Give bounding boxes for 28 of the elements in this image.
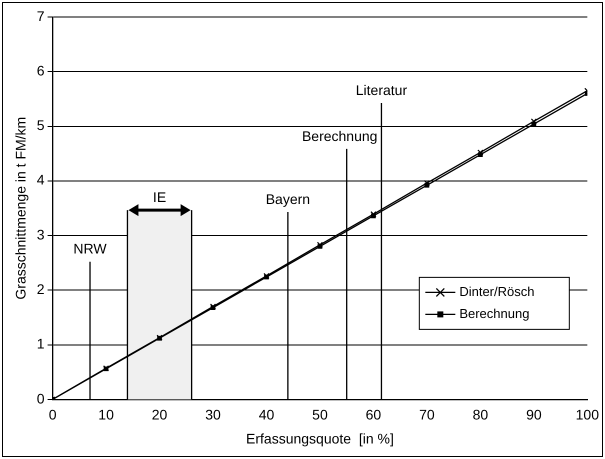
x-tick-label: 60 — [366, 406, 382, 423]
y-tick-label: 5 — [36, 117, 45, 134]
x-tick-label: 30 — [205, 406, 222, 423]
legend-label: Berechnung — [459, 306, 530, 321]
x-axis-title: Erfassungsquote [in %] — [246, 430, 394, 446]
y-axis-title: Grasschnittmenge in t FM/km — [12, 116, 28, 300]
ref-line-label: Bayern — [266, 190, 310, 207]
band-label: IE — [152, 188, 166, 205]
x-tick-label: 20 — [152, 406, 168, 423]
x-tick-label: 40 — [258, 406, 274, 423]
x-tick-label: 80 — [472, 406, 488, 423]
ref-line-label: Literatur — [356, 82, 408, 98]
x-tick-label: 100 — [576, 406, 600, 423]
y-tick-label: 3 — [36, 226, 45, 242]
y-tick-label: 6 — [36, 62, 45, 78]
y-tick-label: 2 — [36, 281, 45, 297]
x-tick-label: 70 — [419, 406, 435, 423]
ref-line-label: NRW — [73, 240, 108, 257]
y-tick-label: 7 — [36, 8, 45, 24]
x-tick-label: 50 — [312, 406, 328, 423]
x-tick-label: 0 — [48, 406, 57, 423]
x-tick-label: 90 — [526, 406, 542, 423]
ref-line-label: Berechnung — [302, 128, 378, 144]
y-tick-label: 0 — [36, 390, 45, 406]
x-tick-label: 10 — [98, 406, 114, 423]
y-tick-label: 4 — [36, 172, 45, 188]
y-tick-label: 1 — [36, 336, 45, 352]
legend-label: Dinter/Rösch — [459, 284, 534, 299]
